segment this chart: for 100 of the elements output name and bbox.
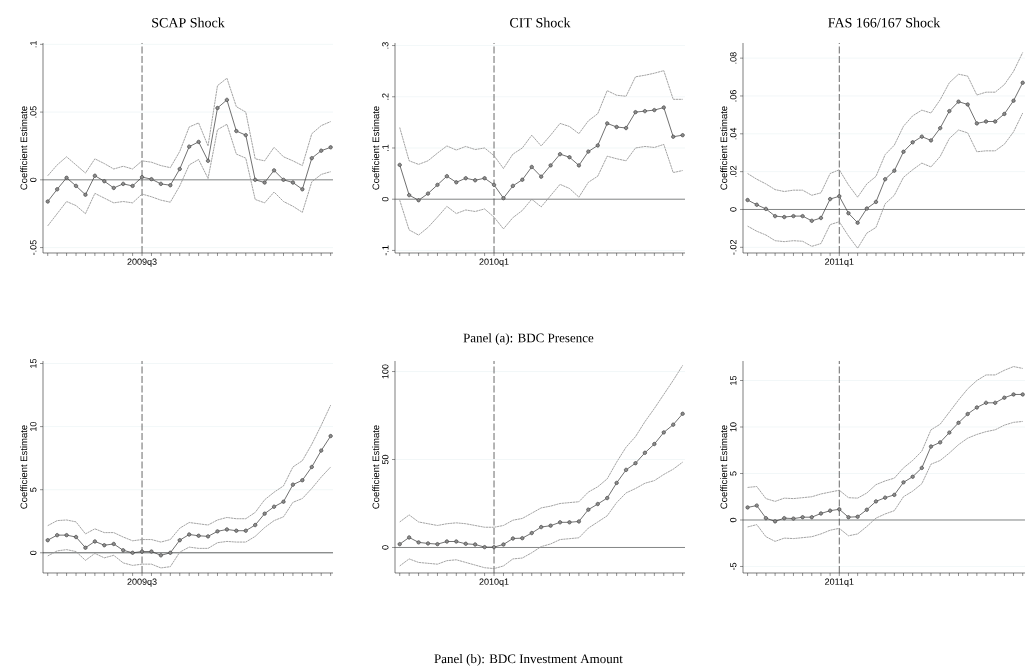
point <box>548 523 553 528</box>
point <box>938 126 943 131</box>
point <box>206 158 211 163</box>
point <box>919 465 924 470</box>
point <box>947 109 952 114</box>
y-tick-label: 5 <box>30 487 37 492</box>
line-series <box>47 404 332 543</box>
point <box>139 175 145 180</box>
point <box>416 540 421 545</box>
point <box>290 180 295 185</box>
point <box>671 422 676 427</box>
point <box>965 102 970 107</box>
y-tick-label: .04 <box>730 127 737 140</box>
point <box>1011 392 1016 397</box>
y-tick-label: 0 <box>30 550 37 555</box>
point <box>130 183 135 188</box>
point <box>177 166 182 172</box>
point <box>947 430 952 435</box>
y-axis-title: Coefficient Estimate <box>372 425 380 509</box>
point <box>983 400 989 405</box>
x-tick-label: 2011q1 <box>825 258 854 267</box>
point <box>809 515 814 520</box>
point <box>102 179 107 184</box>
point <box>45 538 50 543</box>
point <box>928 444 934 449</box>
point <box>491 182 497 187</box>
point <box>491 545 497 550</box>
point <box>64 175 69 180</box>
chart-title: CIT Shock <box>510 17 571 28</box>
point <box>473 178 478 183</box>
point <box>158 553 163 558</box>
y-axis-title: Coefficient Estimate <box>372 106 380 190</box>
point <box>763 206 768 211</box>
point <box>745 197 750 203</box>
point <box>444 539 449 544</box>
point <box>520 177 525 182</box>
line-series <box>47 77 332 177</box>
y-tick-label: -.1 <box>382 245 389 256</box>
point <box>586 507 591 512</box>
point <box>624 467 629 472</box>
point <box>139 549 145 554</box>
point <box>473 542 478 547</box>
point <box>605 495 610 501</box>
point <box>782 516 787 521</box>
point <box>539 525 544 530</box>
y-tick-label: 5 <box>730 471 737 476</box>
y-tick-label: -.05 <box>30 240 37 255</box>
point <box>800 214 805 219</box>
point <box>883 177 888 182</box>
point <box>855 220 860 225</box>
point <box>328 145 333 150</box>
point <box>586 149 591 154</box>
point <box>837 507 842 512</box>
point <box>463 541 468 546</box>
point <box>111 185 116 190</box>
point <box>818 215 823 221</box>
line-series <box>399 70 684 169</box>
point <box>55 187 60 192</box>
point <box>262 180 267 185</box>
point <box>539 174 544 179</box>
point <box>624 125 629 131</box>
point <box>901 149 906 154</box>
point <box>168 550 173 555</box>
point <box>873 499 879 504</box>
point <box>671 134 676 139</box>
point <box>910 474 915 479</box>
point <box>482 176 487 181</box>
point <box>510 183 515 188</box>
point <box>253 522 258 528</box>
y-tick-label: 10 <box>730 422 737 432</box>
y-tick-label: .1 <box>382 144 389 151</box>
line-series <box>747 112 1024 249</box>
point <box>529 164 534 169</box>
line-series <box>47 466 332 569</box>
point <box>773 519 778 524</box>
point <box>965 411 970 417</box>
point <box>168 183 173 188</box>
point <box>187 144 192 149</box>
point <box>846 211 851 216</box>
point <box>243 528 248 533</box>
point <box>102 543 107 548</box>
point <box>557 520 563 525</box>
point <box>510 536 515 541</box>
y-tick-label: .08 <box>730 52 737 64</box>
point <box>595 143 600 148</box>
point <box>444 174 449 179</box>
point <box>397 162 402 167</box>
point <box>576 519 581 524</box>
y-tick-label: .06 <box>730 90 737 102</box>
point <box>642 109 647 114</box>
x-tick-label: 2010q1 <box>479 578 509 587</box>
point <box>196 139 201 144</box>
point <box>281 177 286 182</box>
point <box>818 511 823 516</box>
point <box>892 168 897 173</box>
point <box>809 218 814 223</box>
point <box>993 119 998 124</box>
point <box>680 133 685 138</box>
point <box>425 541 431 546</box>
point <box>910 140 915 145</box>
